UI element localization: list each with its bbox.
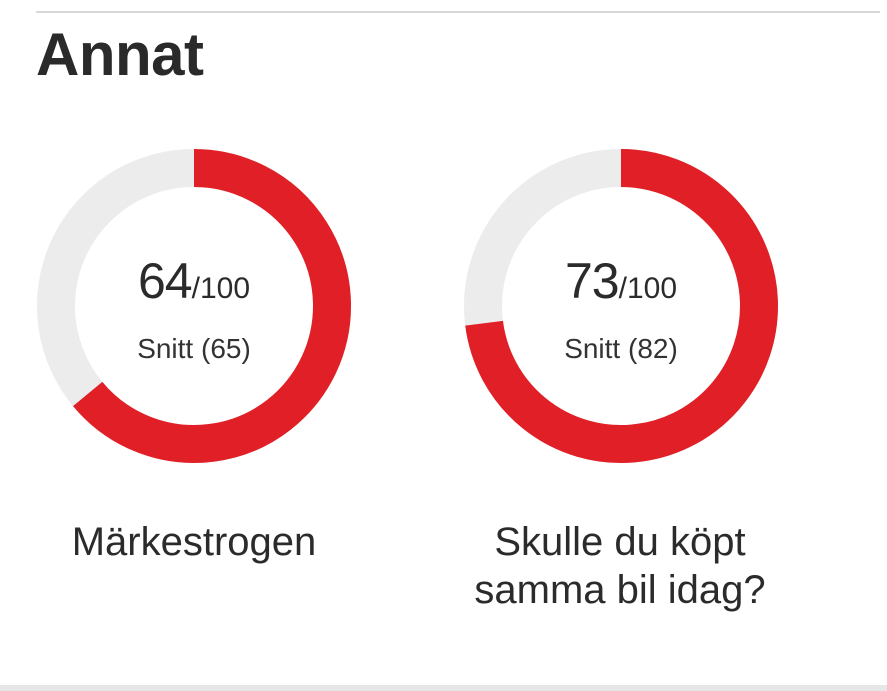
- gauge-max: /100: [618, 272, 677, 305]
- donut-chart: [464, 149, 778, 463]
- gauge-average: Snitt (65): [137, 333, 251, 364]
- gauge-average: Snitt (82): [564, 333, 678, 364]
- gauge-label: Märkestrogen: [71, 520, 317, 564]
- bottom-divider: [0, 685, 887, 691]
- gauge-buy-again: 73/100 Snitt (82): [464, 148, 778, 464]
- donut-value-arc: [73, 149, 351, 463]
- gauge-score: 73/100: [464, 252, 778, 310]
- gauge-max: /100: [191, 272, 250, 305]
- top-divider: [36, 11, 880, 13]
- gauge-score: 64/100: [37, 252, 351, 310]
- gauge-value: 73: [564, 253, 620, 309]
- section-title: Annat: [36, 21, 204, 88]
- donut-chart: [37, 149, 351, 463]
- donut-value-arc: [465, 149, 778, 463]
- gauge-brand-loyalty: 64/100 Snitt (65): [37, 148, 351, 464]
- gauge-label: Skulle du köpt samma bil idag?: [474, 520, 766, 612]
- gauge-value: 64: [137, 253, 193, 309]
